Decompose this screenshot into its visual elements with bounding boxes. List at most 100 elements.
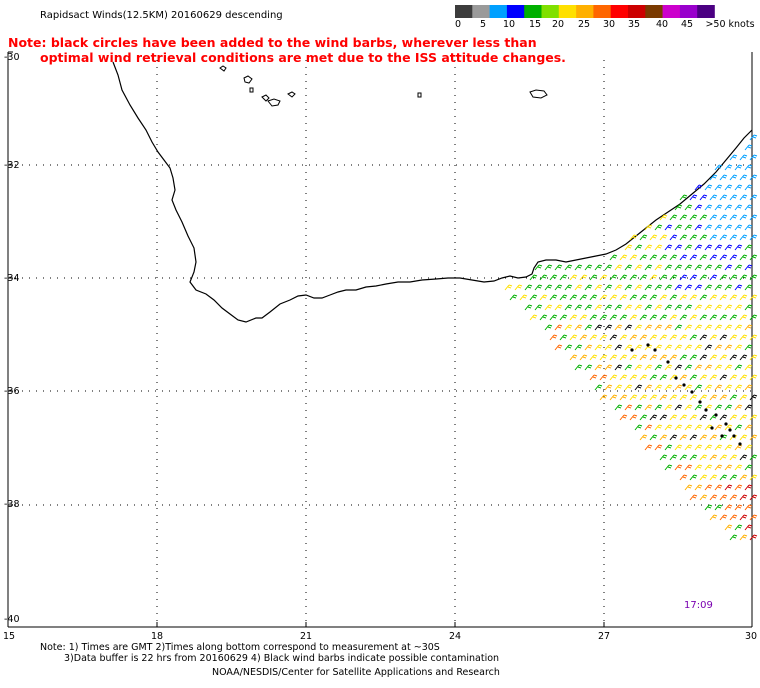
colorbar-swatch bbox=[524, 5, 542, 18]
wind-barb bbox=[724, 284, 733, 291]
colorbar-swatch bbox=[472, 5, 490, 18]
lon-label-30: 30 bbox=[745, 631, 758, 642]
wind-barb bbox=[719, 254, 728, 261]
wind-barb bbox=[564, 344, 573, 351]
wind-barb bbox=[709, 274, 718, 281]
wind-barb bbox=[709, 374, 718, 381]
wind-barb bbox=[744, 264, 753, 271]
wind-barb bbox=[594, 264, 603, 271]
lon-label-15: 15 bbox=[3, 631, 16, 642]
wind-barb bbox=[744, 364, 753, 371]
wind-barb bbox=[689, 194, 698, 201]
wind-barb bbox=[669, 414, 678, 421]
wind-barb bbox=[689, 214, 698, 221]
product-title: Rapidsact Winds(12.5KM) 20160629 descend… bbox=[40, 10, 283, 21]
wind-barb bbox=[594, 324, 603, 331]
contamination-circle bbox=[674, 376, 678, 380]
wind-barb bbox=[674, 244, 683, 251]
wind-barb bbox=[719, 234, 728, 241]
wind-barb bbox=[704, 184, 713, 191]
wind-barb bbox=[694, 444, 703, 451]
wind-barb bbox=[649, 234, 658, 241]
wind-barb bbox=[729, 254, 738, 261]
wind-barb bbox=[714, 324, 723, 331]
wind-barb bbox=[639, 414, 648, 421]
wind-barb bbox=[604, 284, 613, 291]
wind-barb bbox=[744, 484, 753, 491]
wind-barb bbox=[734, 424, 743, 431]
wind-barb bbox=[739, 154, 748, 161]
wind-barb bbox=[529, 294, 538, 301]
wind-barb bbox=[604, 344, 613, 351]
wind-barb bbox=[619, 314, 628, 321]
wind-barb bbox=[714, 244, 723, 251]
wind-barb bbox=[669, 254, 678, 261]
wind-barb bbox=[604, 384, 613, 391]
wind-barb bbox=[614, 384, 623, 391]
wind-barb bbox=[719, 394, 728, 401]
contamination-circle bbox=[728, 428, 732, 432]
wind-barb bbox=[684, 284, 693, 291]
wind-barb bbox=[664, 244, 673, 251]
wind-barb bbox=[669, 274, 678, 281]
wind-barb bbox=[729, 174, 738, 181]
wind-barb bbox=[569, 354, 578, 361]
wind-barb bbox=[509, 294, 518, 301]
wind-barb bbox=[719, 454, 728, 461]
colorbar-swatch bbox=[628, 5, 646, 18]
wind-barbs bbox=[504, 134, 758, 541]
wind-barb bbox=[719, 194, 728, 201]
note-line-2: optimal wind retrieval conditions are me… bbox=[40, 50, 566, 65]
wind-barb bbox=[559, 314, 568, 321]
wind-barb bbox=[719, 334, 728, 341]
footer-note-1: Note: 1) Times are GMT 2)Times along bot… bbox=[40, 642, 440, 653]
wind-barb bbox=[589, 354, 598, 361]
wind-barb bbox=[659, 374, 668, 381]
wind-barb bbox=[614, 364, 623, 371]
wind-barb bbox=[609, 374, 618, 381]
wind-barb bbox=[659, 294, 668, 301]
wind-barb bbox=[739, 314, 748, 321]
wind-barb bbox=[739, 414, 748, 421]
wind-barb bbox=[674, 224, 683, 231]
lat-label-30: -30 bbox=[4, 52, 20, 63]
wind-barb bbox=[684, 304, 693, 311]
wind-barb bbox=[714, 284, 723, 291]
wind-barb bbox=[629, 414, 638, 421]
wind-barb bbox=[659, 414, 668, 421]
wind-barb bbox=[504, 284, 513, 291]
wind-barb bbox=[744, 244, 753, 251]
wind-barb bbox=[654, 424, 663, 431]
wind-barb bbox=[729, 394, 738, 401]
contamination-circle bbox=[666, 360, 670, 364]
wind-barb bbox=[534, 264, 543, 271]
wind-barb bbox=[694, 464, 703, 471]
wind-barb bbox=[739, 334, 748, 341]
wind-barb bbox=[749, 174, 758, 181]
wind-barb bbox=[644, 284, 653, 291]
wind-barb bbox=[674, 404, 683, 411]
wind-barb bbox=[634, 424, 643, 431]
wind-barb bbox=[679, 314, 688, 321]
wind-barb bbox=[584, 344, 593, 351]
wind-barb bbox=[579, 334, 588, 341]
wind-barb bbox=[634, 344, 643, 351]
colorbar-label-45: 45 bbox=[680, 19, 694, 30]
wind-barb bbox=[689, 274, 698, 281]
wind-barb bbox=[709, 354, 718, 361]
wind-barb bbox=[734, 264, 743, 271]
contamination-circle bbox=[732, 434, 736, 438]
wind-barb bbox=[729, 474, 738, 481]
coastline bbox=[112, 61, 753, 323]
wind-barb bbox=[699, 254, 708, 261]
wind-barb bbox=[674, 284, 683, 291]
contamination-circle bbox=[704, 408, 708, 412]
wind-barb bbox=[639, 354, 648, 361]
wind-barb bbox=[699, 314, 708, 321]
wind-barb bbox=[734, 284, 743, 291]
wind-barb bbox=[644, 304, 653, 311]
wind-barb bbox=[664, 364, 673, 371]
wind-barb bbox=[654, 264, 663, 271]
lat-label-36: -36 bbox=[4, 386, 20, 397]
wind-barb bbox=[739, 214, 748, 221]
